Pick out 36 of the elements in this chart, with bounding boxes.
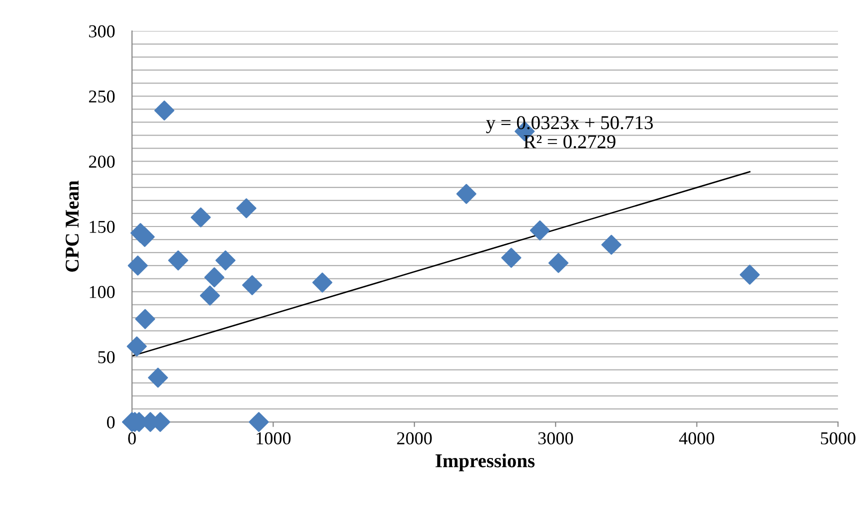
y-tick-label: 300	[89, 25, 115, 38]
point	[168, 250, 188, 270]
point	[148, 368, 168, 388]
annotation: y = 0.0323x + 50.713 R² = 0.2729	[486, 116, 653, 148]
point	[135, 309, 156, 330]
point	[154, 100, 174, 121]
point	[456, 184, 476, 204]
point	[242, 275, 262, 296]
point	[128, 256, 148, 276]
x-axis-title: Impressions	[436, 454, 535, 472]
point	[236, 198, 256, 218]
point	[530, 220, 550, 240]
point	[126, 336, 147, 356]
point	[548, 252, 568, 274]
x-tick-label: 4000	[679, 432, 714, 444]
x-tick-label: 2000	[397, 432, 432, 444]
x-tick-label: 3000	[538, 432, 573, 444]
y-tick-label: 100	[90, 286, 115, 298]
x-tick-label: 0	[128, 432, 136, 444]
point	[601, 234, 622, 255]
y-tick-label: 50	[98, 351, 115, 364]
y-tick-label: 150	[90, 220, 115, 233]
y-tick-label: 250	[89, 90, 115, 103]
x-tick-label: 5000	[820, 432, 856, 444]
point	[248, 412, 269, 432]
point	[740, 264, 760, 285]
x-tick-label: 1000	[256, 432, 291, 444]
y-tick-label: 200	[89, 156, 115, 168]
y-axis-title: CPC Mean	[66, 180, 79, 272]
point	[200, 286, 220, 306]
point	[215, 250, 236, 270]
y-tick-label: 0	[106, 416, 115, 428]
point	[204, 267, 224, 288]
point	[312, 272, 332, 293]
point	[190, 207, 211, 228]
point	[501, 248, 522, 268]
